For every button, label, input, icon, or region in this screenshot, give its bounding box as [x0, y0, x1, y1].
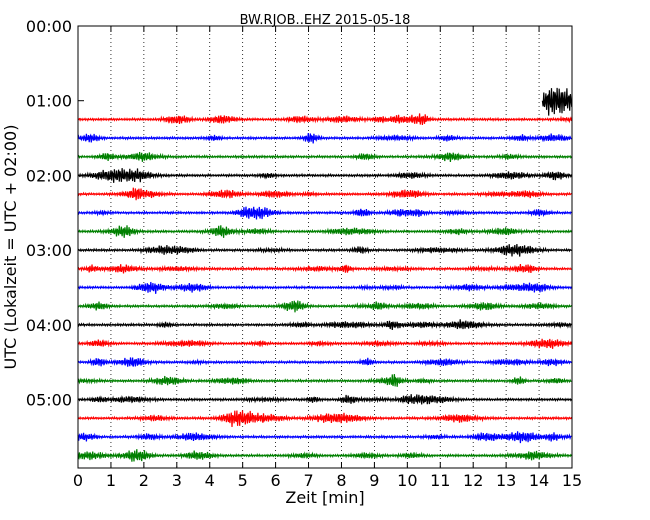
y-tick-label: 01:00: [26, 92, 72, 111]
x-tick-label: 8: [336, 471, 346, 490]
x-tick-label: 0: [73, 471, 83, 490]
seismic-trace-0200: [77, 168, 573, 183]
x-tick-label: 15: [562, 471, 582, 490]
seismic-trace-0445: [77, 374, 572, 387]
x-tick-label: 1: [106, 471, 116, 490]
x-tick-label: 12: [463, 471, 483, 490]
seismic-trace-0100: [541, 87, 573, 116]
trace-group: [77, 87, 573, 462]
y-axis: 00:00 01:00 02:00 03:00 04:00 05:00: [26, 17, 572, 410]
x-tick-label: 10: [397, 471, 417, 490]
seismic-trace-0415: [77, 338, 573, 349]
seismic-trace-0400: [77, 319, 572, 330]
x-tick-label: 11: [430, 471, 450, 490]
y-tick-label: 00:00: [26, 17, 72, 36]
seismic-trace-0145: [77, 151, 573, 162]
plot-frame: [77, 25, 573, 469]
x-tick-label: 6: [271, 471, 281, 490]
seismic-trace-0315: [77, 264, 572, 274]
x-tick-label: 9: [369, 471, 379, 490]
x-tick-label: 13: [496, 471, 516, 490]
y-tick-label: 02:00: [26, 166, 72, 185]
x-tick-label: 14: [529, 471, 549, 490]
seismic-trace-0530: [77, 431, 572, 444]
y-axis-label: UTC (Lokalzeit = UTC + 02:00): [1, 125, 20, 370]
x-tick-label: 3: [172, 471, 182, 490]
seismic-trace-0545: [77, 449, 573, 462]
seismic-trace-0215: [77, 187, 572, 201]
seismic-trace-0115: [77, 113, 573, 125]
chart-title: BW.RJOB..EHZ 2015-05-18: [240, 13, 411, 28]
seismic-trace-0430: [77, 357, 573, 367]
x-tick-label: 2: [139, 471, 149, 490]
y-tick-label: 04:00: [26, 316, 72, 335]
x-tick-label: 4: [205, 471, 215, 490]
y-tick-label: 05:00: [26, 391, 72, 410]
seismic-trace-0515: [77, 410, 573, 428]
x-tick-label: 5: [238, 471, 248, 490]
x-tick-label: 7: [303, 471, 313, 490]
seismic-trace-0345: [77, 300, 572, 313]
seismic-trace-0245: [77, 225, 573, 238]
x-axis-label: Zeit [min]: [285, 488, 364, 507]
grid-lines: [110, 26, 540, 468]
seismic-trace-0300: [77, 244, 572, 257]
seismic-trace-0230: [77, 206, 572, 220]
seismic-trace-0330: [77, 281, 573, 294]
seismic-trace-0500: [77, 394, 573, 405]
y-tick-label: 03:00: [26, 241, 72, 260]
seismic-trace-0130: [77, 133, 572, 144]
x-axis: 0 1 2 3 4 5 6 7 8 9 10 11 12 13 14 15: [73, 26, 582, 490]
